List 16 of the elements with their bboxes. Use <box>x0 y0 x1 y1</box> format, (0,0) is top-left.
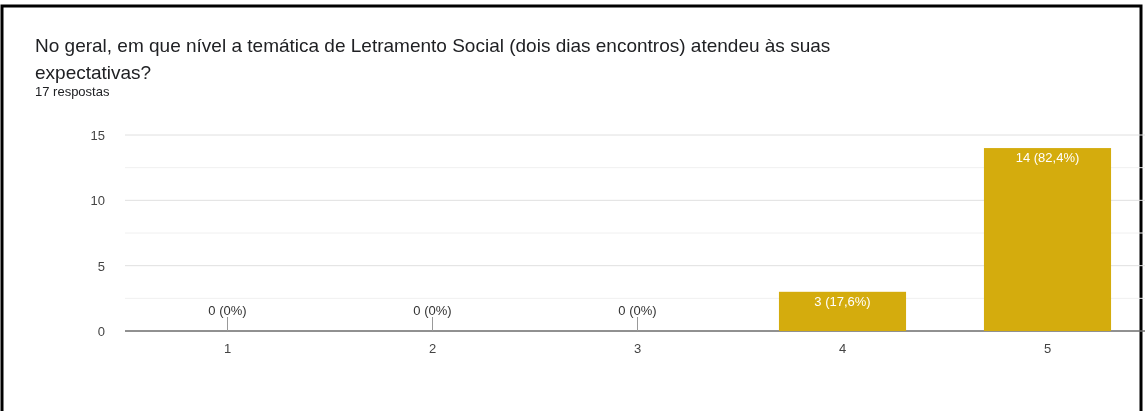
data-label: 0 (0%) <box>208 303 247 318</box>
data-label: 14 (82,4%) <box>1015 150 1080 166</box>
y-tick-label: 10 <box>90 193 105 209</box>
x-tick-label: 5 <box>1043 341 1052 356</box>
chart-title: No geral, em que nível a temática de Letramento Social (dois dias encontros) atendeu às suas expectativas? <box>35 35 831 83</box>
y-tick-label: 0 <box>97 324 105 339</box>
y-tick-label: 5 <box>97 258 105 274</box>
data-label: 0 (0%) <box>618 303 657 318</box>
data-label: 0 (0%) <box>413 303 452 318</box>
x-tick-label: 2 <box>428 341 437 356</box>
x-tick-label: 1 <box>223 341 232 356</box>
y-tick-label: 15 <box>90 128 105 143</box>
x-tick-label: 4 <box>838 341 847 356</box>
data-label: 3 (17,6%) <box>814 293 871 309</box>
x-tick-label: 3 <box>633 341 642 356</box>
chart-subtitle: 17 respostas <box>35 84 110 99</box>
